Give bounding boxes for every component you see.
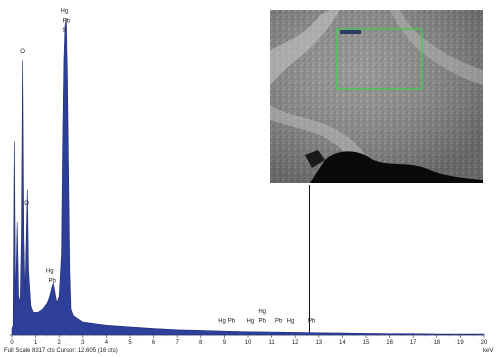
energy-unit-label: keV (483, 348, 494, 354)
x-tick-label: 0 (10, 340, 14, 346)
x-tick-label: 9 (223, 340, 227, 346)
peak-label: Pb (228, 319, 236, 325)
peak-label: Hg (46, 269, 54, 275)
peak-label: Hg (61, 9, 69, 15)
peak-label: Hg (247, 319, 255, 325)
x-tick-label: 6 (152, 340, 156, 346)
x-tick-label: 3 (81, 340, 85, 346)
peak-label: S (62, 28, 66, 34)
x-tick-label: 14 (339, 340, 346, 346)
peak-label: Pb (275, 319, 283, 325)
sem-micrograph-inset (270, 10, 483, 183)
x-tick-label: 11 (268, 340, 275, 346)
analysis-region-box (336, 28, 423, 90)
x-tick-label: 4 (105, 340, 109, 346)
scale-bar (340, 30, 361, 34)
x-tick-label: 8 (199, 340, 203, 346)
peak-label: Hg (258, 309, 266, 315)
peak-label: Hg (218, 319, 226, 325)
x-tick-label: 13 (315, 340, 322, 346)
x-tick-label: 19 (457, 340, 464, 346)
x-tick-label: 15 (363, 340, 370, 346)
peak-label: Pb (63, 18, 71, 24)
x-tick-label: 10 (245, 340, 252, 346)
x-tick-label: 17 (410, 340, 417, 346)
x-tick-label: 2 (58, 340, 62, 346)
peak-label: Pb (48, 278, 56, 284)
spectrum-area (11, 18, 485, 336)
x-tick-label: 16 (386, 340, 393, 346)
peak-label: Pb (258, 319, 266, 325)
x-tick-label: 7 (176, 340, 180, 346)
peak-label: O (20, 49, 25, 55)
peak-label: Hg (287, 319, 295, 325)
x-tick-label: 1 (34, 340, 38, 346)
x-tick-label: 18 (433, 340, 440, 346)
peak-label: Pb (308, 319, 316, 325)
status-readout: Full Scale 8317 cts Cursor: 12.605 (16 c… (4, 348, 118, 354)
x-tick-label: 5 (128, 340, 132, 346)
peak-label: O (24, 201, 29, 207)
x-tick-label: 12 (292, 340, 299, 346)
micrograph-image (270, 10, 483, 183)
x-tick-label: 20 (481, 340, 488, 346)
